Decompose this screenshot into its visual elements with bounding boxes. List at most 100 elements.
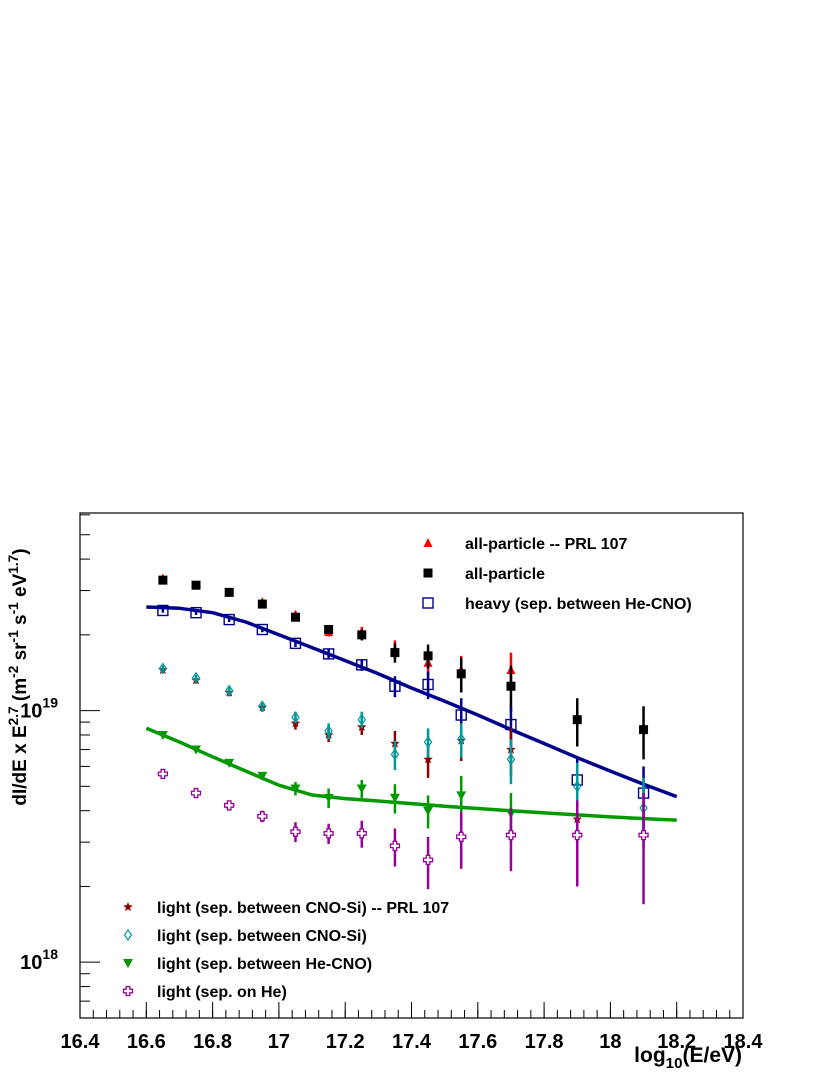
data-point — [638, 829, 649, 841]
data-point — [290, 784, 301, 794]
legend-label: light (sep. between He-CNO) — [157, 956, 372, 973]
data-point — [290, 612, 300, 622]
data-point — [324, 724, 333, 737]
marker-shape — [389, 793, 400, 803]
data-point — [257, 599, 267, 609]
legend-entry: all-particle — [423, 566, 545, 583]
marker-shape — [455, 709, 467, 721]
marker-shape — [290, 826, 301, 837]
marker-shape — [456, 733, 466, 746]
marker-shape — [357, 713, 367, 726]
data-point — [389, 840, 401, 851]
data-point — [157, 604, 169, 617]
data-point — [224, 587, 234, 597]
data-point — [390, 648, 400, 658]
legend-label: heavy (sep. between He-CNO) — [465, 596, 692, 613]
legend-marker — [422, 597, 434, 609]
x-tick-label: 17.6 — [458, 1031, 497, 1053]
x-axis-label: log10(E/eV) — [634, 1044, 742, 1072]
marker-shape — [572, 715, 582, 725]
data-point — [455, 709, 467, 721]
data-point — [573, 780, 582, 793]
data-point — [423, 806, 434, 816]
fit-curve — [145, 726, 677, 822]
data-point — [291, 711, 300, 724]
data-point — [324, 625, 334, 635]
marker-shape — [323, 793, 334, 803]
legend-marker — [423, 568, 433, 578]
marker-shape — [257, 599, 267, 609]
marker-shape — [291, 711, 300, 724]
marker-shape — [122, 985, 134, 997]
data-point — [456, 791, 467, 801]
data-point — [289, 637, 302, 650]
x-tick-label: 16.6 — [127, 1031, 166, 1053]
marker-shape — [158, 575, 168, 585]
data-point — [389, 793, 400, 803]
series-triangle-down — [157, 730, 516, 839]
marker-shape — [191, 671, 201, 684]
data-point — [190, 606, 202, 619]
x-tick-label: 18.2 — [657, 1031, 696, 1053]
data-point — [357, 630, 367, 640]
data-point — [157, 768, 169, 780]
marker-shape — [390, 748, 400, 761]
legend-label: light (sep. between CNO-Si) — [157, 928, 367, 945]
legend-entry: light (sep. between He-CNO) — [123, 956, 372, 973]
marker-shape — [190, 787, 202, 799]
data-point — [323, 828, 334, 839]
data-point — [389, 680, 401, 692]
legend-label: light (sep. on He) — [157, 984, 287, 1001]
fit-curve — [146, 605, 678, 799]
data-point — [157, 730, 168, 740]
data-point — [572, 715, 582, 725]
data-point — [191, 580, 201, 590]
marker-shape — [157, 768, 169, 780]
legend-entry: light (sep. between CNO-Si) -- PRL 107 — [123, 900, 449, 917]
marker-shape — [323, 828, 334, 839]
legend-label: light (sep. between CNO-Si) -- PRL 107 — [157, 900, 449, 917]
x-tick-label: 17.8 — [525, 1031, 564, 1053]
x-tick-label: 17.4 — [392, 1031, 432, 1053]
marker-shape — [422, 678, 434, 691]
marker-shape — [289, 637, 302, 650]
legend-marker — [122, 985, 134, 997]
legend-marker — [123, 902, 133, 911]
marker-shape — [639, 725, 649, 735]
data-point — [390, 748, 400, 761]
marker-shape — [456, 831, 467, 842]
legend-entry: light (sep. on He) — [122, 984, 287, 1001]
series-square-filled — [158, 575, 649, 760]
data-point — [356, 784, 367, 794]
data-point — [456, 733, 466, 746]
data-point — [423, 754, 433, 764]
marker-shape — [456, 791, 467, 801]
marker-shape — [324, 724, 333, 737]
marker-shape — [190, 606, 202, 619]
marker-shape — [423, 538, 433, 547]
data-point — [422, 678, 434, 691]
data-point — [356, 828, 367, 839]
data-point — [323, 793, 334, 803]
marker-shape — [123, 959, 133, 968]
data-point — [224, 684, 234, 697]
marker-shape — [389, 840, 401, 851]
series-cross-open — [157, 768, 649, 905]
marker-shape — [257, 771, 268, 781]
data-point — [357, 713, 367, 726]
marker-shape — [290, 784, 301, 794]
marker-shape — [322, 648, 335, 660]
data-point — [456, 669, 466, 679]
marker-shape — [423, 754, 433, 764]
data-point — [639, 725, 649, 735]
marker-shape — [290, 612, 300, 622]
x-tick-label: 18.4 — [724, 1031, 764, 1053]
marker-shape — [505, 829, 517, 841]
data-point — [290, 826, 301, 837]
marker-shape — [191, 580, 201, 590]
x-tick-label: 17.2 — [326, 1031, 365, 1053]
marker-shape — [423, 651, 433, 661]
marker-shape — [324, 625, 334, 635]
marker-shape — [423, 735, 433, 749]
